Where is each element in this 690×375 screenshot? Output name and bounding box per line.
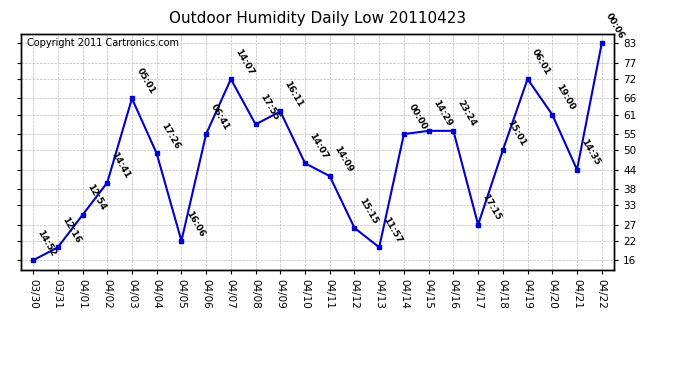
Text: Copyright 2011 Cartronics.com: Copyright 2011 Cartronics.com [27,39,179,48]
Text: 17:26: 17:26 [159,122,181,151]
Text: 00:00: 00:00 [406,103,428,132]
Text: 16:06: 16:06 [184,209,206,238]
Text: 14:07: 14:07 [308,131,330,160]
Text: Outdoor Humidity Daily Low 20110423: Outdoor Humidity Daily Low 20110423 [169,11,466,26]
Text: 14:41: 14:41 [110,150,132,180]
Text: 17:15: 17:15 [480,193,503,222]
Text: 17:55: 17:55 [258,92,280,122]
Text: 15:15: 15:15 [357,196,379,225]
Text: 14:52: 14:52 [36,228,58,258]
Text: 14:07: 14:07 [233,47,255,76]
Text: 05:01: 05:01 [135,67,157,96]
Text: 12:54: 12:54 [85,183,107,212]
Text: 14:35: 14:35 [580,138,602,167]
Text: 23:24: 23:24 [456,99,478,128]
Text: 15:01: 15:01 [505,118,527,148]
Text: 11:57: 11:57 [382,215,404,245]
Text: 14:09: 14:09 [332,144,355,174]
Text: 16:11: 16:11 [283,80,305,109]
Text: 12:16: 12:16 [60,216,82,245]
Text: 00:06: 00:06 [604,12,626,41]
Text: 19:00: 19:00 [555,83,577,112]
Text: 06:01: 06:01 [530,47,552,76]
Text: 06:41: 06:41 [208,102,230,132]
Text: 14:29: 14:29 [431,99,453,128]
